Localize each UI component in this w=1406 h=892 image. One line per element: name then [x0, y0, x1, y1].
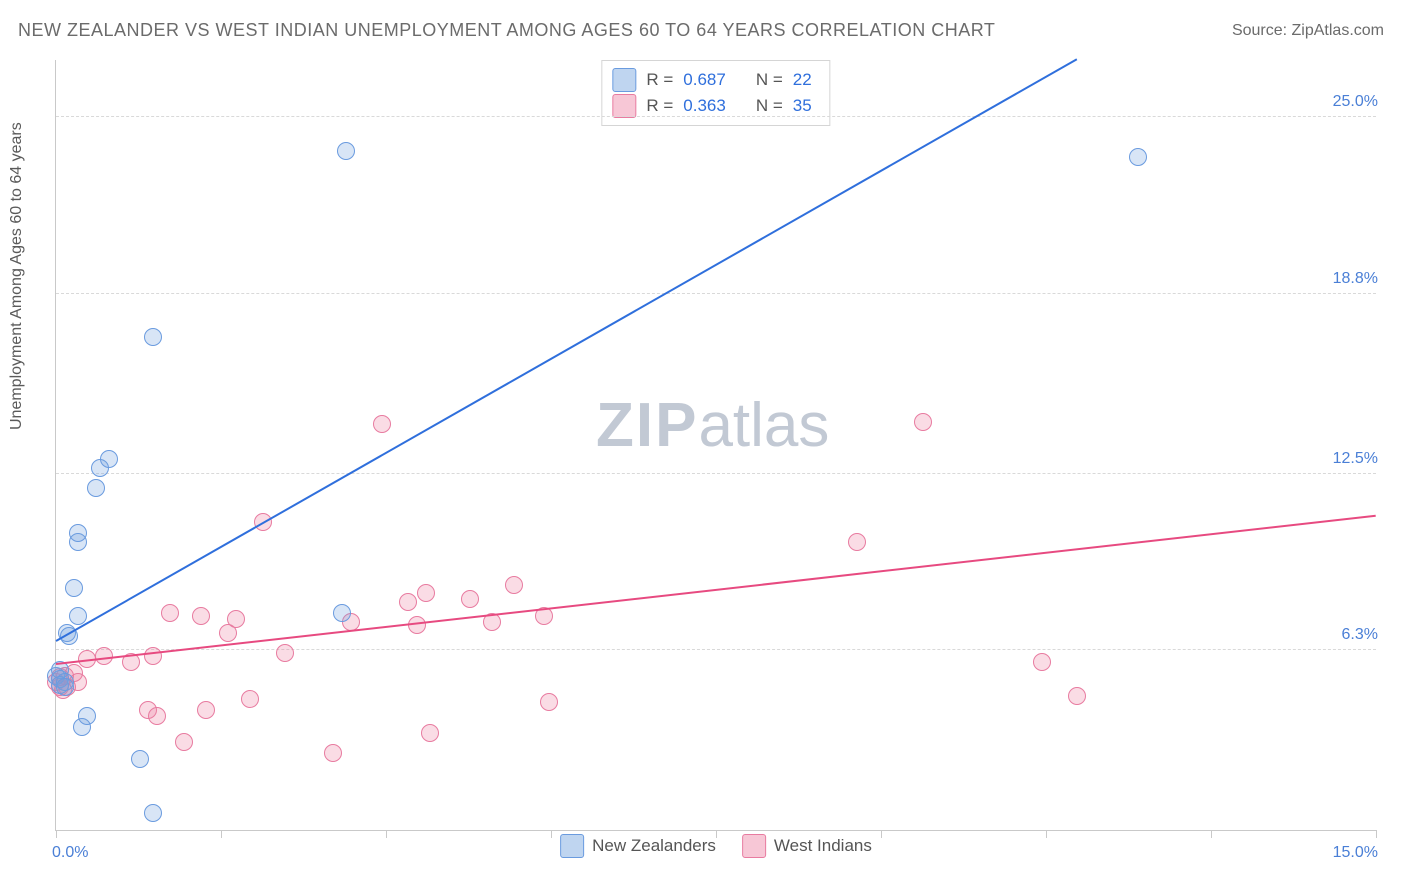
n-label: N =: [756, 70, 783, 90]
data-point: [324, 744, 342, 762]
data-point: [78, 707, 96, 725]
x-min-label: 0.0%: [52, 844, 88, 862]
x-tick: [56, 830, 57, 838]
watermark: ZIPatlas: [596, 390, 829, 461]
data-point: [175, 733, 193, 751]
data-point: [192, 607, 210, 625]
data-point: [848, 533, 866, 551]
x-tick: [881, 830, 882, 838]
data-point: [241, 690, 259, 708]
data-point: [914, 413, 932, 431]
y-tick-label: 6.3%: [1342, 626, 1378, 644]
data-point: [333, 604, 351, 622]
data-point: [87, 479, 105, 497]
gridline: [56, 473, 1376, 474]
gridline: [56, 649, 1376, 650]
data-point: [373, 415, 391, 433]
watermark-atlas: atlas: [698, 391, 829, 460]
swatch-a-icon: [560, 834, 584, 858]
data-point: [1033, 653, 1051, 671]
data-point: [144, 804, 162, 822]
x-tick: [1046, 830, 1047, 838]
x-tick: [1376, 830, 1377, 838]
data-point: [540, 693, 558, 711]
chart-title: NEW ZEALANDER VS WEST INDIAN UNEMPLOYMEN…: [18, 20, 995, 41]
r-label: R =: [646, 96, 673, 116]
data-point: [56, 678, 74, 696]
n-value-a: 22: [793, 70, 812, 90]
swatch-b-icon: [612, 94, 636, 118]
data-point: [161, 604, 179, 622]
data-point: [148, 707, 166, 725]
legend-item-a: New Zealanders: [560, 834, 716, 858]
r-value-a: 0.687: [683, 70, 726, 90]
data-point: [1068, 687, 1086, 705]
x-tick: [716, 830, 717, 838]
r-value-b: 0.363: [683, 96, 726, 116]
swatch-a-icon: [612, 68, 636, 92]
y-tick-label: 12.5%: [1333, 450, 1378, 468]
data-point: [100, 450, 118, 468]
swatch-b-icon: [742, 834, 766, 858]
data-point: [276, 644, 294, 662]
plot-area: ZIPatlas R = 0.687 N = 22 R = 0.363 N = …: [55, 60, 1376, 831]
data-point: [65, 579, 83, 597]
data-point: [399, 593, 417, 611]
legend-item-b: West Indians: [742, 834, 872, 858]
data-point: [1129, 148, 1147, 166]
y-tick-label: 25.0%: [1333, 93, 1378, 111]
legend-label-b: West Indians: [774, 836, 872, 856]
chart-container: NEW ZEALANDER VS WEST INDIAN UNEMPLOYMEN…: [0, 0, 1406, 892]
r-label: R =: [646, 70, 673, 90]
data-point: [144, 328, 162, 346]
x-tick: [1211, 830, 1212, 838]
data-point: [421, 724, 439, 742]
trendline: [56, 514, 1376, 664]
data-point: [131, 750, 149, 768]
data-point: [417, 584, 435, 602]
gridline: [56, 116, 1376, 117]
data-point: [505, 576, 523, 594]
x-tick: [551, 830, 552, 838]
y-tick-label: 18.8%: [1333, 270, 1378, 288]
data-point: [227, 610, 245, 628]
x-max-label: 15.0%: [1333, 844, 1378, 862]
watermark-zip: ZIP: [596, 391, 698, 460]
data-point: [69, 524, 87, 542]
data-point: [197, 701, 215, 719]
n-value-b: 35: [793, 96, 812, 116]
gridline: [56, 293, 1376, 294]
data-point: [144, 647, 162, 665]
data-point: [461, 590, 479, 608]
n-label: N =: [756, 96, 783, 116]
x-tick: [386, 830, 387, 838]
x-tick: [221, 830, 222, 838]
trendline: [56, 58, 1078, 642]
source-label: Source: ZipAtlas.com: [1232, 22, 1384, 40]
legend-label-a: New Zealanders: [592, 836, 716, 856]
legend-row-a: R = 0.687 N = 22: [612, 67, 811, 93]
y-axis-label: Unemployment Among Ages 60 to 64 years: [8, 122, 26, 430]
data-point: [337, 142, 355, 160]
